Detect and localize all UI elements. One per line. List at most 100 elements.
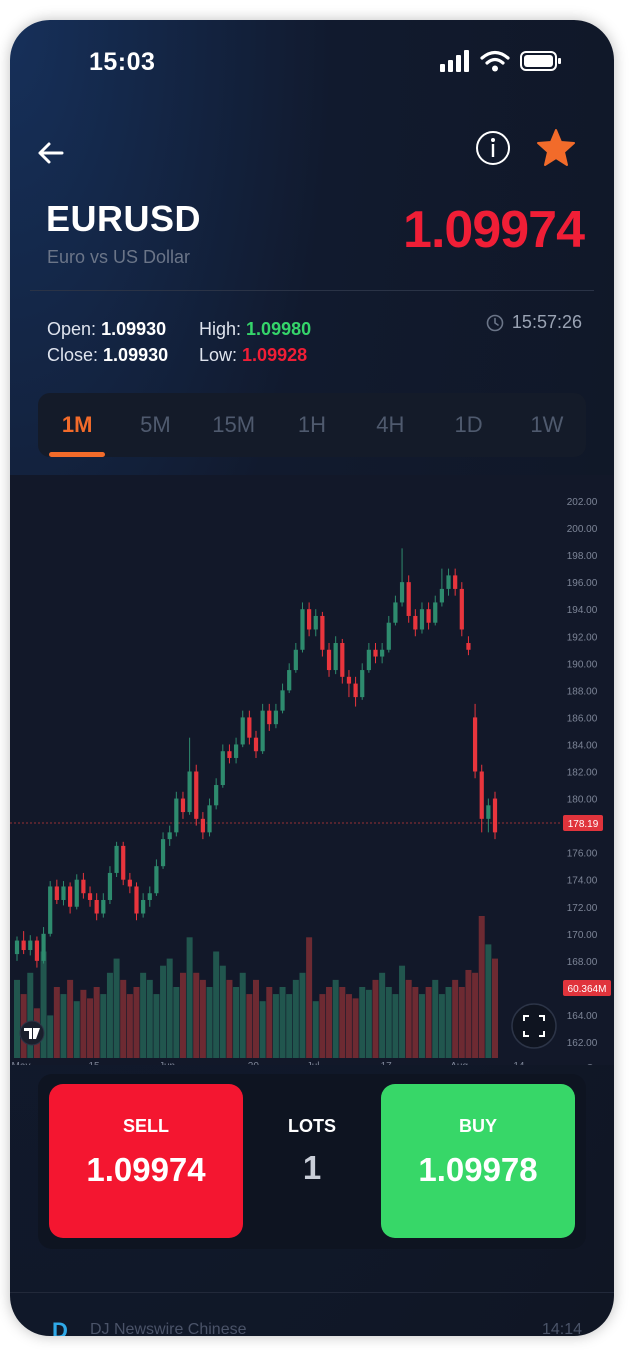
candle-body xyxy=(492,798,498,833)
buy-label: BUY xyxy=(458,1116,497,1136)
lots-selector: LOTS 1 xyxy=(243,1084,381,1187)
candle-body xyxy=(300,609,305,650)
signal-icon xyxy=(440,50,469,72)
candle-body xyxy=(287,670,292,691)
volume-bar xyxy=(259,1001,266,1058)
open-label: Open: xyxy=(47,319,97,339)
y-axis-tick-label: 176.00 xyxy=(567,849,598,860)
candle-body xyxy=(433,602,438,623)
candle-body xyxy=(134,886,139,914)
volume-bar xyxy=(14,979,20,1058)
candle-body xyxy=(141,899,146,914)
candle-body xyxy=(393,602,398,623)
volume-bar xyxy=(179,972,186,1058)
y-axis-tick-label: 170.00 xyxy=(567,930,598,941)
candle-body xyxy=(426,609,431,623)
volume-bar xyxy=(332,979,339,1058)
volume-bar xyxy=(67,979,74,1058)
volume-bar xyxy=(272,994,279,1058)
candle-body xyxy=(207,805,212,833)
tab-1w[interactable]: 1W xyxy=(530,412,564,437)
candle-body xyxy=(147,893,152,900)
volume-bar xyxy=(226,979,233,1058)
volume-bar xyxy=(279,987,286,1058)
tab-4h[interactable]: 4H xyxy=(376,412,405,437)
volume-bar xyxy=(27,972,34,1058)
volume-bar xyxy=(365,989,372,1058)
candle-body xyxy=(486,805,491,819)
ohlc-stats: Open: 1.09930 High: 1.09980 Close: 1.099… xyxy=(47,316,311,368)
tab-15m[interactable]: 15M xyxy=(212,412,256,437)
tab-1h[interactable]: 1H xyxy=(297,412,327,437)
tab-1m[interactable]: 1M xyxy=(38,393,116,457)
y-axis-tick-label: 202.00 xyxy=(567,497,598,508)
candle-body xyxy=(320,615,325,650)
candle-body xyxy=(247,717,252,738)
news-logo: D xyxy=(52,1318,68,1336)
candle-body xyxy=(28,940,33,951)
volume-bar xyxy=(392,994,399,1058)
candle-body xyxy=(340,643,345,677)
volume-bar xyxy=(292,979,299,1058)
candle-body xyxy=(214,785,219,806)
candle-body xyxy=(81,879,86,894)
volume-bar xyxy=(93,987,100,1058)
candle-body xyxy=(273,710,279,725)
candle-body xyxy=(446,575,451,589)
arrow-left-icon[interactable] xyxy=(36,138,66,168)
info-icon[interactable] xyxy=(475,130,511,166)
candle-body xyxy=(366,649,371,671)
tradingview-logo-mark xyxy=(24,1028,40,1039)
volume-bar xyxy=(80,989,87,1058)
y-axis-tick-label: 164.00 xyxy=(567,1011,598,1022)
candlestick-chart-svg[interactable]: 202.00 200.00 198.00 196.00 194.00 192.00 190.… xyxy=(10,475,614,1065)
volume-bar xyxy=(87,998,94,1058)
volume-bar xyxy=(140,972,147,1058)
x-axis-tick-label: 17 xyxy=(381,1061,393,1065)
volume-bar xyxy=(206,987,213,1058)
timeframe-tabs: 1M 5M 15M 1H 4H 1D 1W xyxy=(38,393,586,457)
tab-1d[interactable]: 1D xyxy=(454,412,483,437)
volume-bar xyxy=(372,979,379,1058)
candle-body xyxy=(360,670,365,698)
candle-body xyxy=(87,893,93,900)
candle-body xyxy=(399,582,405,603)
candle-body xyxy=(48,886,53,934)
lots-value[interactable]: 1 xyxy=(302,1149,322,1186)
volume-bar xyxy=(299,972,306,1058)
candle-body xyxy=(313,615,318,630)
candle-body xyxy=(194,771,199,819)
volume-bar xyxy=(438,994,445,1058)
volume-bar xyxy=(100,994,107,1058)
volume-tag-label: 60.364M xyxy=(568,984,607,995)
candle-body xyxy=(114,845,119,873)
candle-body xyxy=(453,575,458,589)
y-axis-tick-label: 184.00 xyxy=(567,740,598,751)
volume-bar xyxy=(166,958,173,1058)
tab-5m[interactable]: 5M xyxy=(140,412,171,437)
star-icon[interactable] xyxy=(536,128,576,168)
y-axis-tick-label: 194.00 xyxy=(567,605,598,616)
lots-label: LOTS xyxy=(288,1116,336,1136)
candle-body xyxy=(267,710,272,725)
price-tag-label: 178.19 xyxy=(568,819,599,830)
low-label: Low: xyxy=(199,345,238,365)
price-chart[interactable]: 202.00 200.00 198.00 196.00 194.00 192.00 190.… xyxy=(10,475,614,1065)
y-axis-tick-label: 198.00 xyxy=(567,551,598,562)
candle-body xyxy=(479,771,484,819)
buy-button[interactable]: BUY 1.09978 xyxy=(381,1084,575,1238)
volume-bar xyxy=(432,979,439,1058)
candle-body xyxy=(68,886,73,907)
news-item[interactable]: D DJ Newswire Chinese 14:14 xyxy=(10,1292,614,1336)
x-axis-tick-label: 15 xyxy=(88,1061,100,1065)
volume-bar xyxy=(485,944,492,1058)
candle-body xyxy=(386,622,391,650)
sell-button[interactable]: SELL 1.09974 xyxy=(49,1084,243,1238)
high-value: 1.09980 xyxy=(246,319,312,339)
sell-price: 1.09974 xyxy=(86,1151,206,1188)
volume-bar xyxy=(160,965,167,1058)
volume-bar xyxy=(286,994,293,1058)
last-update: 15:57:26 xyxy=(486,312,582,333)
volume-bar xyxy=(339,987,346,1058)
volume-tag-box xyxy=(563,980,611,996)
